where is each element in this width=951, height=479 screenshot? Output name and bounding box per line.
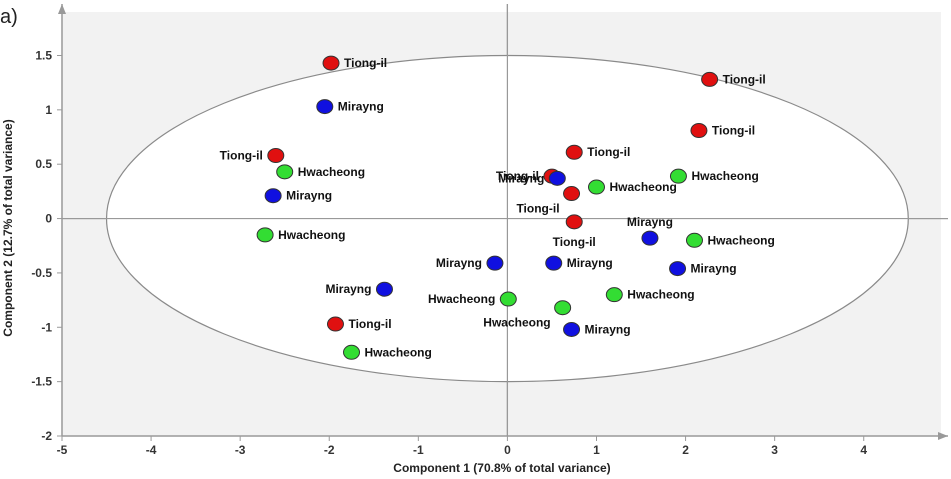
point-hwacheong	[499, 291, 517, 307]
y-tick-label: 0	[45, 212, 52, 226]
y-axis-arrow	[58, 4, 66, 14]
confidence-ellipse-layer	[62, 4, 948, 436]
point-label: Mirayng	[567, 256, 613, 270]
point-tiong-il	[322, 55, 340, 71]
point-label: Tiong-il	[723, 72, 766, 86]
point-label: Mirayng	[286, 189, 332, 203]
x-tick-label: 2	[682, 443, 689, 457]
point-label: Tiong-il	[516, 202, 559, 216]
point-hwacheong	[587, 179, 605, 195]
point-tiong-il	[701, 71, 719, 87]
y-tick-label: -1	[41, 320, 52, 334]
y-tick-label: 1.5	[35, 48, 52, 62]
x-tick-label: 3	[771, 443, 778, 457]
x-tick-label: -4	[146, 443, 157, 457]
point-label: Tiong-il	[553, 235, 596, 249]
point-label: Mirayng	[338, 100, 384, 114]
y-tick-label: 1	[45, 103, 52, 117]
point-label: Tiong-il	[712, 124, 755, 138]
point-label: Hwacheong	[627, 288, 694, 302]
point-mirayng	[641, 230, 659, 246]
point-label: Mirayng	[325, 282, 371, 296]
point-hwacheong	[276, 164, 294, 180]
panel-label: a)	[0, 6, 18, 28]
point-label: Mirayng	[585, 322, 631, 336]
point-hwacheong	[669, 168, 687, 184]
point-mirayng	[375, 281, 393, 297]
points-layer	[256, 55, 719, 360]
point-hwacheong	[343, 344, 361, 360]
point-label: Hwacheong	[298, 165, 365, 179]
point-mirayng	[548, 170, 566, 186]
point-label: Hwacheong	[483, 316, 550, 330]
point-label: Tiong-il	[220, 149, 263, 163]
point-tiong-il	[326, 316, 344, 332]
point-tiong-il	[267, 148, 285, 164]
x-tick-label: -2	[324, 443, 335, 457]
point-mirayng	[669, 261, 687, 277]
x-tick-label: 4	[860, 443, 867, 457]
y-axis-title: Component 2 (12.7% of total variance)	[1, 119, 15, 336]
point-label: Mirayng	[498, 171, 544, 185]
point-mirayng	[264, 188, 282, 204]
point-label: Hwacheong	[365, 345, 432, 359]
y-tick-label: -0.5	[31, 266, 52, 280]
point-label: Tiong-il	[344, 56, 387, 70]
point-label: Hwacheong	[428, 292, 495, 306]
point-label: Hwacheong	[609, 180, 676, 194]
point-mirayng	[486, 255, 504, 271]
point-labels-layer: Tiong-il Tiong-il Tiong-il Tiong-il Tiong-il…	[220, 56, 775, 359]
x-tick-label: -5	[57, 443, 68, 457]
x-tick-label: -1	[413, 443, 424, 457]
point-label: Tiong-il	[348, 317, 391, 331]
x-axis-arrow	[938, 432, 948, 440]
point-mirayng	[545, 255, 563, 271]
point-mirayng	[316, 99, 334, 115]
x-tick-label: -3	[235, 443, 246, 457]
point-tiong-il	[565, 144, 583, 160]
point-mirayng	[563, 321, 581, 337]
point-tiong-il	[563, 186, 581, 202]
point-hwacheong	[256, 227, 274, 243]
point-hwacheong	[685, 232, 703, 248]
point-tiong-il	[690, 123, 708, 139]
x-tick-label: 0	[504, 443, 511, 457]
point-label: Mirayng	[436, 256, 482, 270]
point-label: Mirayng	[691, 262, 737, 276]
point-label: Tiong-il	[496, 169, 539, 183]
point-label: Tiong-il	[587, 145, 630, 159]
point-label: Hwacheong	[278, 228, 345, 242]
point-label: Mirayng	[627, 215, 673, 229]
x-tick-label: 1	[593, 443, 600, 457]
point-label: Hwacheong	[691, 169, 758, 183]
y-tick-label: -1.5	[31, 375, 52, 389]
point-hwacheong	[605, 287, 623, 303]
point-tiong-il	[565, 214, 583, 230]
point-hwacheong	[554, 300, 572, 316]
point-label: Hwacheong	[707, 233, 774, 247]
y-tick-label: -2	[41, 429, 52, 443]
x-axis-title: Component 1 (70.8% of total variance)	[393, 461, 610, 475]
y-tick-label: 0.5	[35, 157, 52, 171]
